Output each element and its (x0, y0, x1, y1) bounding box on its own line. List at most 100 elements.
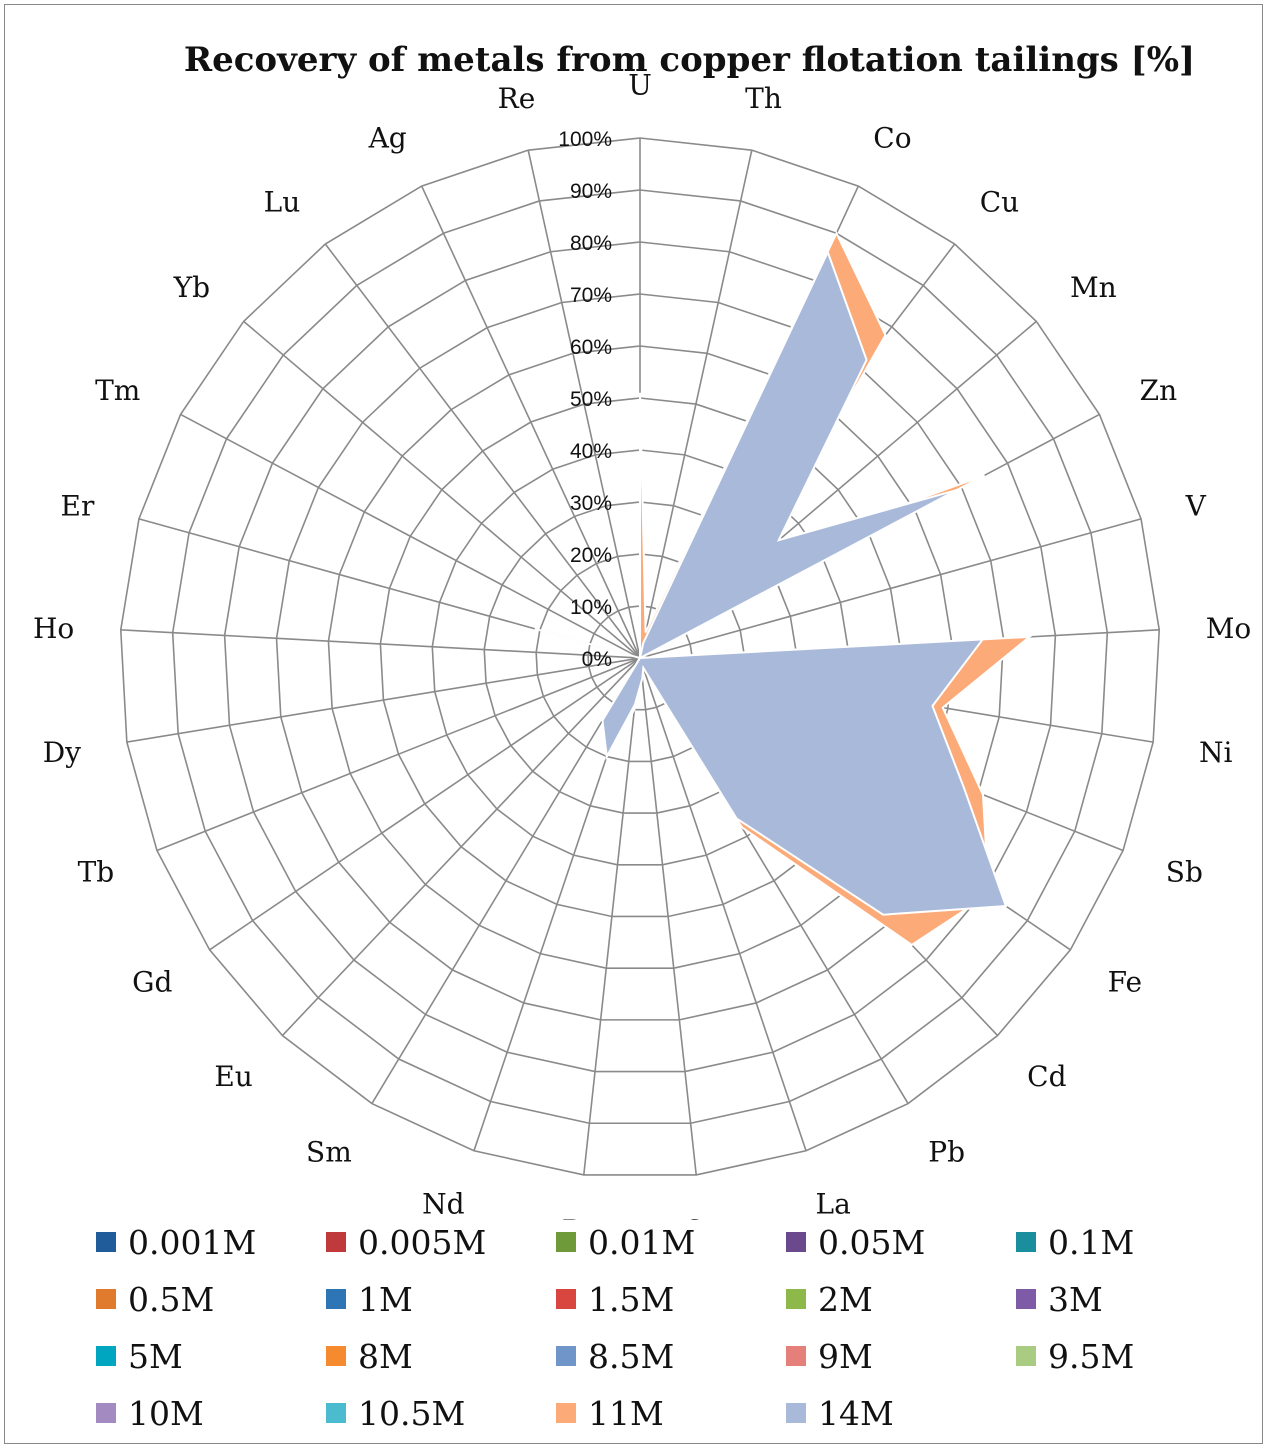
legend-label: 14M (818, 1393, 894, 1433)
category-label-Ho: Ho (33, 612, 74, 645)
legend-swatch (1016, 1289, 1036, 1309)
category-label-Co: Co (873, 122, 911, 155)
legend-label: 10.5M (358, 1393, 466, 1433)
category-label-Re: Re (498, 82, 536, 115)
legend-item: 5M (96, 1336, 326, 1376)
legend-item: 0.01M (556, 1222, 786, 1262)
grid-ring (223, 241, 1057, 1073)
legend-swatch (786, 1403, 806, 1423)
legend-item: 0.5M (96, 1279, 326, 1319)
grid-spoke (243, 320, 641, 659)
legend-swatch (96, 1232, 116, 1252)
category-label-V: V (1185, 489, 1207, 522)
legend-label: 10M (128, 1393, 204, 1433)
category-label-Th: Th (745, 82, 782, 115)
legend-item: 11M (556, 1393, 786, 1433)
category-label-Pr: Pr (562, 1214, 595, 1220)
grid-spoke (582, 657, 641, 1176)
legend-swatch (96, 1403, 116, 1423)
r-tick-label: 80% (570, 232, 612, 255)
legend-item: 1.5M (556, 1279, 786, 1319)
grid-spoke (639, 657, 807, 1152)
grid-spoke (371, 657, 641, 1104)
legend-label: 0.5M (128, 1279, 215, 1319)
legend-swatch (556, 1346, 576, 1366)
category-label-Pb: Pb (928, 1135, 965, 1168)
legend-label: 1M (358, 1279, 413, 1319)
legend-label: 11M (588, 1393, 664, 1433)
category-label-Ni: Ni (1199, 736, 1233, 769)
legend-label: 0.005M (358, 1222, 487, 1262)
r-tick-label: 30% (570, 492, 612, 515)
category-label-U: U (628, 68, 652, 101)
legend-label: 0.1M (1048, 1222, 1135, 1262)
legend-item: 9.5M (1016, 1336, 1246, 1376)
series-area-3M (534, 627, 641, 659)
category-label-Mn: Mn (1070, 271, 1117, 304)
legend-swatch (96, 1346, 116, 1366)
legend-swatch (786, 1289, 806, 1309)
category-label-Nd: Nd (422, 1188, 465, 1220)
legend-swatch (556, 1403, 576, 1423)
r-tick-label: 100% (558, 128, 612, 151)
grid-spoke (420, 185, 641, 659)
category-label-Cu: Cu (980, 186, 1019, 219)
legend-swatch (326, 1289, 346, 1309)
r-tick-label: 20% (570, 544, 612, 567)
grid-spoke (527, 149, 641, 659)
grid-spoke (120, 629, 641, 659)
legend-swatch (786, 1346, 806, 1366)
legend-item: 0.005M (326, 1222, 556, 1262)
category-label-Lu: Lu (264, 186, 301, 219)
legend-label: 0.05M (818, 1222, 926, 1262)
legend-item: 9M (786, 1336, 1016, 1376)
legend-item: 2M (786, 1279, 1016, 1319)
legend-item: 3M (1016, 1279, 1246, 1319)
legend-label: 8M (358, 1336, 413, 1376)
series-area-14M (601, 249, 1008, 916)
grid-spoke (156, 657, 641, 852)
grid-ring (171, 189, 1109, 1125)
legend-item: 14M (786, 1393, 1016, 1433)
legend-label: 8.5M (588, 1336, 675, 1376)
legend-label: 0.001M (128, 1222, 257, 1262)
r-tick-label: 0% (582, 648, 612, 671)
legend-swatch (326, 1232, 346, 1252)
legend-swatch (96, 1289, 116, 1309)
category-label-Yb: Yb (173, 271, 210, 304)
grid-spoke (180, 413, 641, 659)
legend-label: 0.01M (588, 1222, 696, 1262)
category-label-Ce: Ce (683, 1214, 721, 1220)
r-tick-label: 60% (570, 336, 612, 359)
legend-swatch (1016, 1346, 1036, 1366)
legend: 0.001M 0.005M 0.01M 0.05M 0.1M 0.5M 1M 1.5M 2M 3M… (96, 1222, 1236, 1433)
category-label-Fe: Fe (1108, 965, 1142, 998)
legend-item: 10M (96, 1393, 326, 1433)
legend-swatch (1016, 1232, 1036, 1252)
category-label-Tb: Tb (78, 856, 115, 889)
grid-spoke (639, 518, 1142, 659)
category-label-Zn: Zn (1140, 374, 1178, 407)
category-label-La: La (815, 1188, 850, 1220)
grid-spoke (324, 243, 641, 659)
legend-label: 9.5M (1048, 1336, 1135, 1376)
legend-label: 9M (818, 1336, 873, 1376)
legend-item: 0.1M (1016, 1222, 1246, 1262)
category-label-Ag: Ag (368, 122, 407, 155)
grid-ring (119, 137, 1161, 1176)
legend-swatch (786, 1232, 806, 1252)
legend-label: 3M (1048, 1279, 1103, 1319)
r-tick-label: 90% (570, 180, 612, 203)
grid-ring (275, 293, 1005, 1021)
category-label-Er: Er (61, 489, 95, 522)
r-tick-label: 50% (570, 388, 612, 411)
grid-spoke (639, 657, 698, 1176)
category-label-Sm: Sm (306, 1135, 352, 1168)
legend-item: 1M (326, 1279, 556, 1319)
r-tick-label: 40% (570, 440, 612, 463)
legend-swatch (556, 1232, 576, 1252)
radar-chart: 0% 10% 20% 30% 40% 50% 60% 70% 80% 90% 100% U Th Co Cu… (33, 68, 1252, 1220)
legend-swatch (556, 1289, 576, 1309)
category-label-Mo: Mo (1206, 612, 1252, 645)
legend-item: 8.5M (556, 1336, 786, 1376)
